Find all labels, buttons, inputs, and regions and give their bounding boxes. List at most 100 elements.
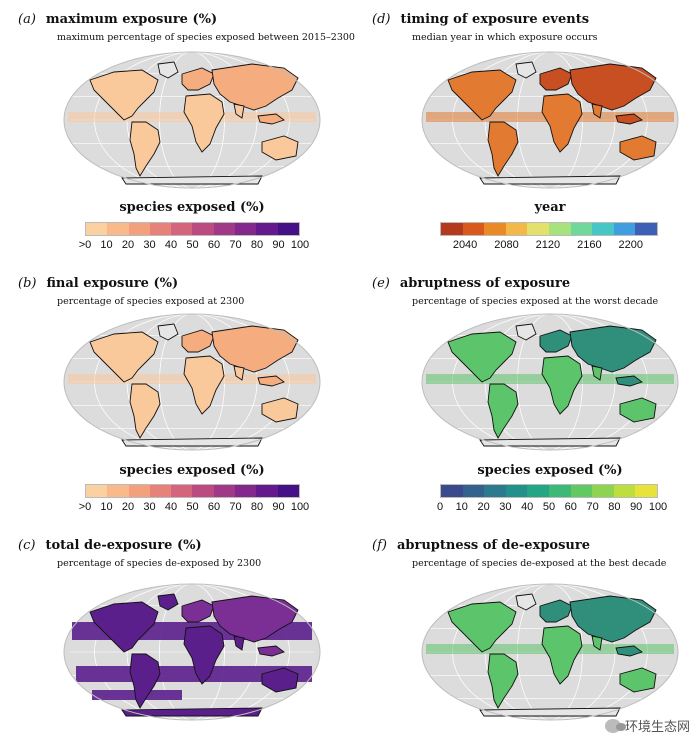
colorbar-tick-label: 80: [250, 239, 264, 251]
colorbar-tick-label: 100: [648, 501, 668, 513]
map-a: [63, 51, 321, 189]
panel-d-title: (d) timing of exposure events: [372, 12, 589, 27]
watermark-text: 环境生态网: [624, 720, 690, 735]
map-landmass: [121, 437, 263, 447]
panel-a-subtitle: maximum percentage of species exposed be…: [57, 32, 355, 43]
panel-f-title-text: abruptness of de-exposure: [396, 538, 590, 553]
map-landmass: [261, 135, 299, 161]
colorbar-swatch: [235, 223, 257, 235]
colorbar-tick-label: 60: [564, 501, 577, 513]
panel-f-letter: (f): [372, 538, 387, 553]
colorbar-tick-label: 70: [229, 239, 242, 251]
colorbar-swatch: [635, 485, 657, 497]
colorbar-tick-label: 20: [121, 501, 135, 513]
map-landmass: [619, 397, 657, 423]
map-landmass: [541, 625, 583, 685]
colorbar-tick-label: 80: [250, 501, 264, 513]
colorbar-tick-label: >0: [78, 239, 92, 251]
colorbar-swatch: [462, 223, 485, 235]
panel-d: (d) timing of exposure events median year…: [350, 0, 700, 265]
map-landmass: [541, 93, 583, 153]
colorbar-tick-label: 2040: [452, 239, 478, 251]
colorbar-swatch: [149, 223, 172, 235]
panel-c-subtitle: percentage of species de-exposed by 2300: [57, 558, 262, 569]
map-landmass: [447, 69, 517, 121]
panel-d-legend-title: year: [534, 200, 566, 215]
map-landmass: [233, 635, 245, 651]
colorbar-swatch: [86, 485, 108, 497]
colorbar-tick-label: 100: [290, 501, 310, 513]
colorbar-tick-label: 40: [164, 239, 178, 251]
colorbar-swatch: [505, 223, 528, 235]
map-landmass: [479, 437, 621, 447]
panel-c: (c) total de-exposure (%) percentage of s…: [0, 530, 350, 741]
map-landmass: [479, 707, 621, 717]
panel-e-title: (e) abruptness of exposure: [372, 276, 570, 291]
map-landmass: [181, 67, 215, 91]
colorbar-swatch: [128, 485, 150, 497]
panel-d-title-text: timing of exposure events: [400, 12, 590, 27]
colorbar-swatch: [277, 485, 299, 497]
colorbar-tick-label: 20: [477, 501, 490, 513]
map-outline: [421, 583, 679, 721]
colorbar-tick-label: 60: [207, 501, 221, 513]
map-landmass: [591, 365, 603, 381]
panel-d-subtitle: median year in which exposure occurs: [412, 32, 598, 43]
map-outline: [63, 313, 321, 451]
colorbar-tick-label: 0: [436, 501, 444, 513]
colorbar-swatch: [107, 485, 129, 497]
colorbar-tick-label: 50: [186, 501, 199, 513]
colorbar-tick-label: 2080: [494, 239, 519, 251]
panel-f-subtitle: percentage of species de-exposed at the …: [412, 558, 667, 569]
colorbar-swatch: [86, 223, 108, 235]
colorbar-swatch: [527, 485, 549, 497]
colorbar-swatch: [128, 223, 150, 235]
colorbar-tick-label: 10: [100, 501, 113, 513]
colorbar-swatch: [213, 485, 236, 497]
colorbar-swatch: [505, 485, 528, 497]
colorbar-swatch: [484, 223, 506, 235]
colorbar-tick-label: 50: [542, 501, 556, 513]
colorbar-tick-label: 90: [272, 239, 285, 251]
colorbar-swatch: [548, 223, 571, 235]
panel-c-title-text: total de-exposure (%): [45, 538, 202, 553]
map-landmass: [515, 323, 537, 341]
panel-c-letter: (c): [18, 538, 36, 553]
map-landmass: [479, 175, 621, 185]
map-outline: [421, 51, 679, 189]
map-landmass: [89, 601, 159, 653]
map-outline: [63, 583, 321, 721]
map-landmass: [619, 135, 657, 161]
panel-a-colorbar-ticks: >0 10 20 30 40 50 60 70 80 90 100: [79, 239, 309, 253]
panel-b-subtitle: percentage of species exposed at 2300: [57, 296, 245, 307]
map-landmass: [89, 69, 159, 121]
map-landmass: [211, 595, 299, 643]
panel-a-legend-title: species exposed (%): [119, 200, 265, 215]
map-landmass: [157, 593, 179, 611]
colorbar-swatch: [592, 223, 614, 235]
watermark: 环境生态网: [604, 716, 690, 735]
map-landmass: [211, 325, 299, 373]
colorbar-swatch: [441, 485, 463, 497]
map-landmass: [487, 121, 519, 177]
panel-b-title-text: final exposure (%): [46, 276, 179, 291]
map-landmass: [591, 635, 603, 651]
map-d: [421, 51, 679, 189]
map-landmass: [261, 397, 299, 423]
colorbar-swatch: [277, 223, 299, 235]
map-landmass: [181, 329, 215, 353]
colorbar-tick-label: 100: [290, 239, 310, 251]
map-landmass: [129, 653, 161, 709]
colorbar-tick-label: 20: [121, 239, 135, 251]
map-landmass: [129, 383, 161, 439]
map-landmass: [515, 593, 537, 611]
map-landmass: [157, 61, 179, 79]
map-landmass: [447, 601, 517, 653]
panel-b-colorbar: [85, 484, 300, 498]
map-landmass: [129, 121, 161, 177]
map-landmass: [569, 595, 657, 643]
map-outline: [421, 313, 679, 451]
map-c: [63, 583, 321, 721]
map-landmass: [569, 63, 657, 111]
panel-b-legend-title: species exposed (%): [119, 463, 265, 478]
